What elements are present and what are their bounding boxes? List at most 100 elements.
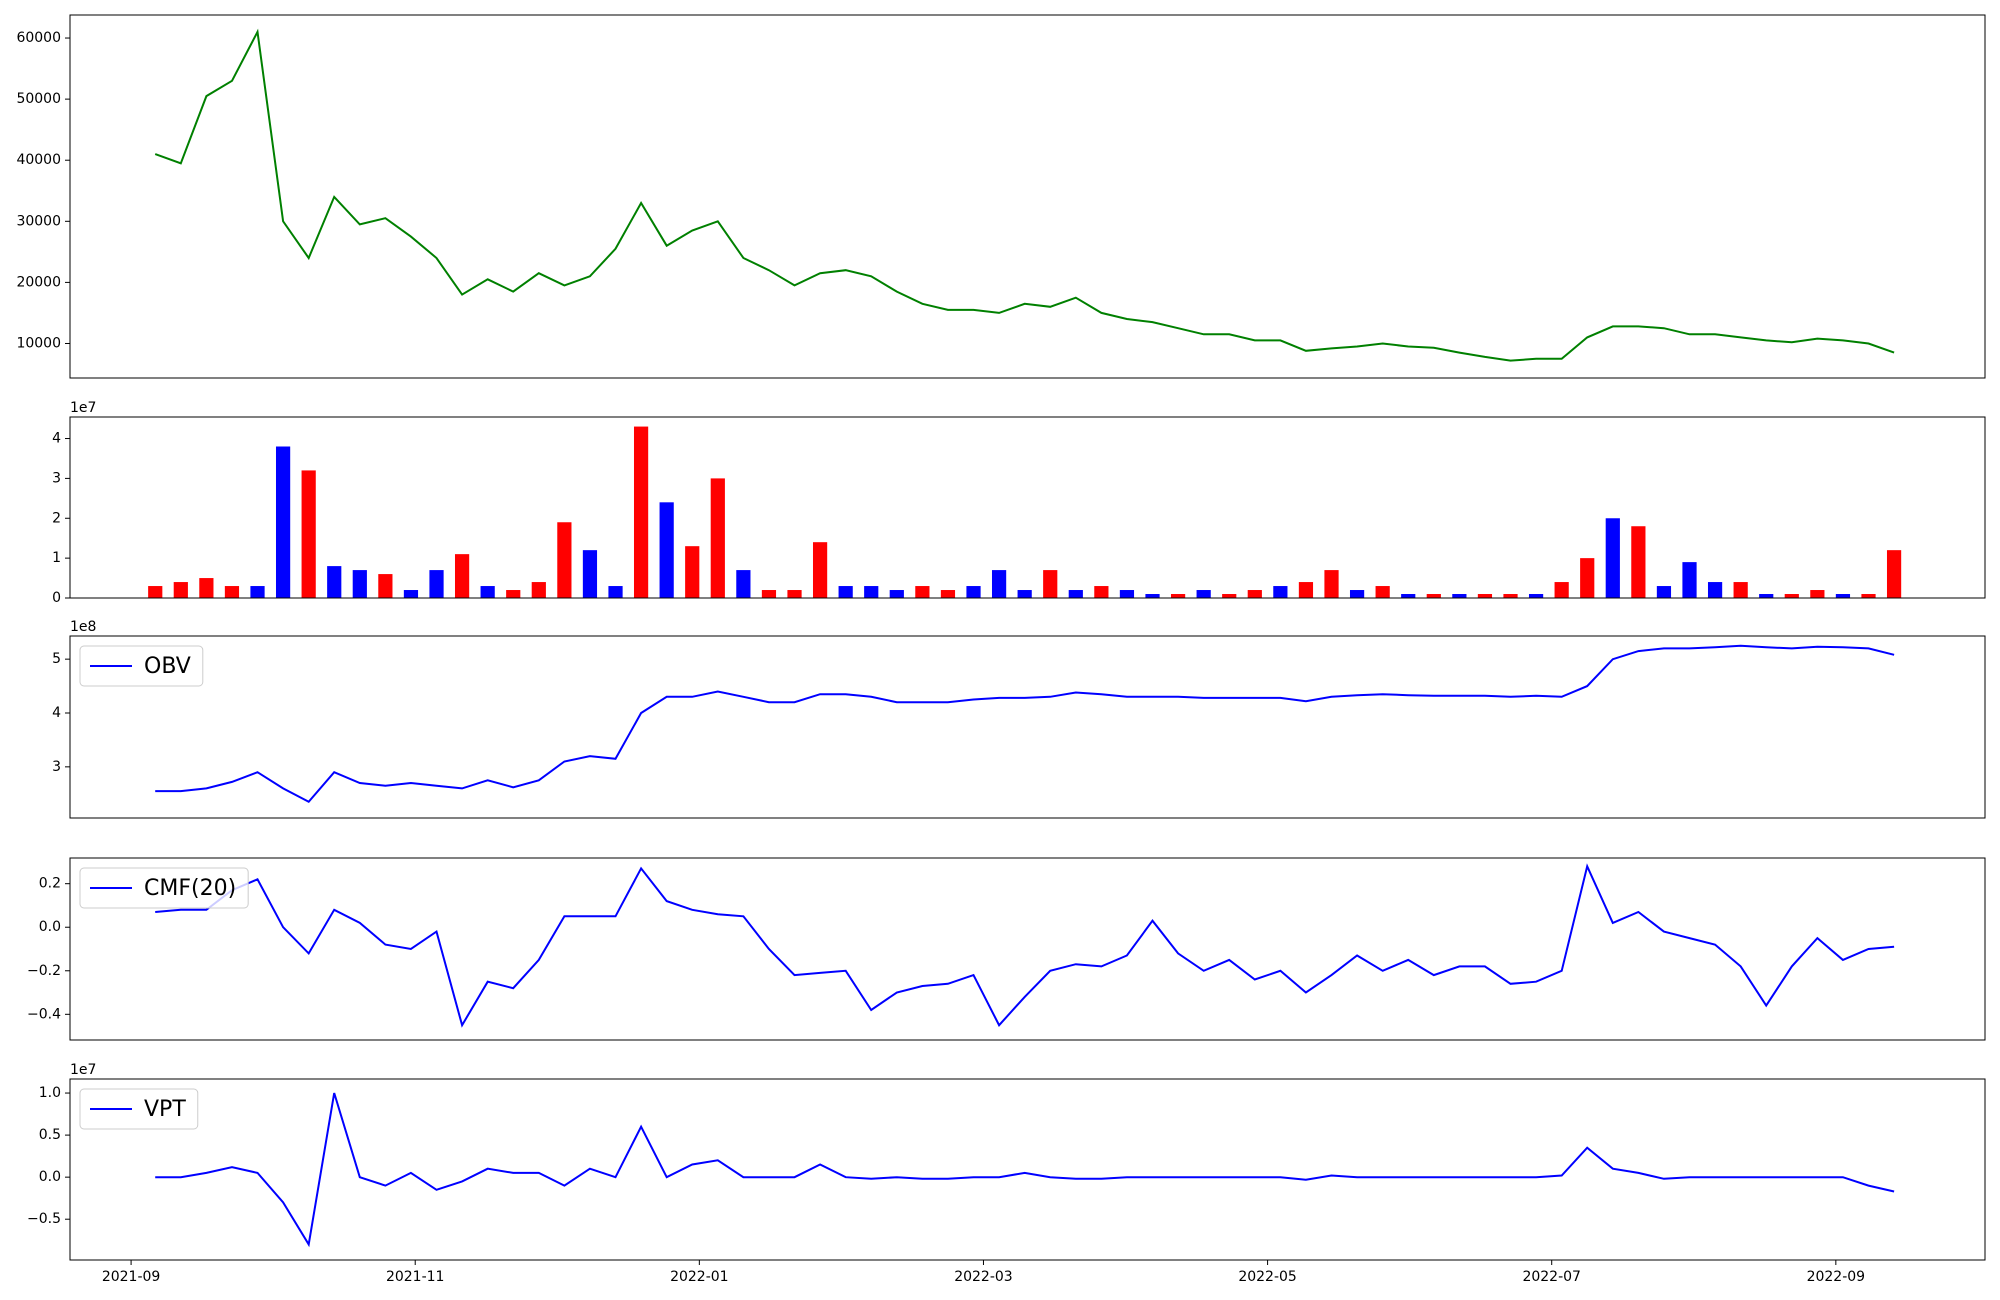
line-series — [154, 28, 1895, 362]
x-tick-label: 2022-09 — [1807, 1269, 1866, 1285]
x-tick-label: 2022-03 — [954, 1269, 1013, 1285]
volume-bar — [864, 586, 879, 598]
volume-bar — [1196, 590, 1211, 598]
volume-bar — [275, 446, 291, 598]
legend-box — [79, 645, 204, 687]
volume-bar — [1886, 550, 1902, 598]
y-tick-label: 1 — [52, 550, 61, 566]
x-tick-label: 2021-11 — [386, 1269, 445, 1285]
legend-box — [79, 867, 249, 909]
volume-bar — [761, 590, 777, 598]
volume-bar — [787, 590, 802, 598]
volume-bar — [1861, 594, 1876, 598]
volume-bar — [327, 566, 342, 598]
volume-bar — [608, 586, 623, 598]
volume-bar — [454, 554, 470, 598]
x-tick-label: 2022-05 — [1238, 1269, 1297, 1285]
volume-bar — [1324, 570, 1339, 598]
volume-bar — [710, 478, 725, 598]
axes-frame — [69, 857, 1986, 1041]
volume-bar — [1043, 570, 1058, 598]
volume-bar — [1017, 590, 1032, 598]
volume-bar — [378, 574, 393, 598]
volume-bar — [1068, 590, 1083, 598]
volume-bar — [148, 586, 163, 598]
volume-bar — [1145, 594, 1160, 598]
y-tick-label: −0.4 — [27, 1006, 61, 1022]
y-tick-label: 0 — [52, 590, 61, 606]
volume-bar — [915, 586, 930, 598]
y-tick-label: 0.5 — [39, 1127, 61, 1143]
axis-offset-label: 1e7 — [70, 400, 96, 416]
volume-bar — [1477, 594, 1493, 598]
volume-bar — [838, 586, 853, 598]
line-series — [155, 863, 1895, 1028]
volume-bar — [1733, 582, 1748, 598]
volume-bar — [889, 590, 904, 598]
y-tick-label: 4 — [52, 431, 61, 447]
line-series — [155, 644, 1895, 804]
y-tick-label: 0.0 — [39, 1169, 61, 1185]
volume-bar — [301, 470, 316, 598]
y-tick-label: −0.5 — [27, 1211, 61, 1227]
y-tick-label: 40000 — [16, 152, 61, 168]
volume-bar — [1707, 582, 1723, 598]
volume-bar — [1094, 586, 1109, 598]
volume-bar — [250, 586, 265, 598]
volume-bar — [1682, 562, 1697, 598]
volume-bar — [659, 502, 674, 598]
volume-bar — [1247, 590, 1262, 598]
legend-label: VPT — [144, 1097, 186, 1122]
y-tick-label: 20000 — [16, 274, 61, 290]
y-tick-label: 3 — [52, 759, 61, 775]
y-tick-label: 0.2 — [39, 876, 61, 892]
volume-bar — [1528, 594, 1544, 598]
axes-frame — [69, 416, 1986, 599]
legend-label: OBV — [144, 654, 191, 679]
x-tick-label: 2022-07 — [1522, 1269, 1581, 1285]
volume-bar — [685, 546, 700, 598]
y-tick-label: 5 — [52, 651, 61, 667]
volume-bar — [1605, 518, 1620, 598]
y-tick-label: 2 — [52, 510, 61, 526]
axes-frame — [69, 1078, 1986, 1261]
volume-bar — [403, 590, 419, 598]
volume-bar — [1784, 594, 1799, 598]
volume-bar — [506, 590, 521, 598]
line-series — [155, 1092, 1895, 1248]
volume-bar — [199, 578, 214, 598]
volume-bar — [1656, 586, 1672, 598]
x-tick-label: 2022-01 — [670, 1269, 729, 1285]
y-tick-label: 10000 — [16, 335, 61, 351]
y-tick-label: −0.2 — [27, 963, 61, 979]
y-tick-label: 0.0 — [39, 919, 61, 935]
legend-box — [79, 1088, 199, 1130]
y-tick-label: 3 — [52, 470, 61, 486]
volume-bar — [1170, 594, 1186, 598]
volume-bar — [480, 586, 495, 598]
volume-bar — [1426, 594, 1441, 598]
volume-bar — [173, 582, 188, 598]
axes-frame — [69, 635, 1986, 819]
volume-bar — [531, 582, 546, 598]
volume-bar — [557, 522, 572, 598]
volume-bar — [1759, 594, 1774, 598]
volume-bar — [352, 570, 367, 598]
volume-bar — [1452, 594, 1467, 598]
y-tick-label: 4 — [52, 705, 61, 721]
volume-bar — [1810, 590, 1825, 598]
volume-bar — [633, 426, 649, 598]
volume-bar — [429, 570, 444, 598]
y-tick-label: 60000 — [16, 30, 61, 46]
x-tick-label: 2021-09 — [102, 1269, 161, 1285]
volume-bar — [1554, 582, 1569, 598]
volume-bar — [1349, 590, 1365, 598]
volume-bar — [991, 570, 1007, 598]
volume-bar — [1503, 594, 1518, 598]
volume-bar — [1119, 590, 1135, 598]
volume-bar — [1375, 586, 1390, 598]
volume-bar — [1835, 594, 1851, 598]
volume-bar — [1298, 582, 1314, 598]
axes-frame — [69, 14, 1986, 379]
